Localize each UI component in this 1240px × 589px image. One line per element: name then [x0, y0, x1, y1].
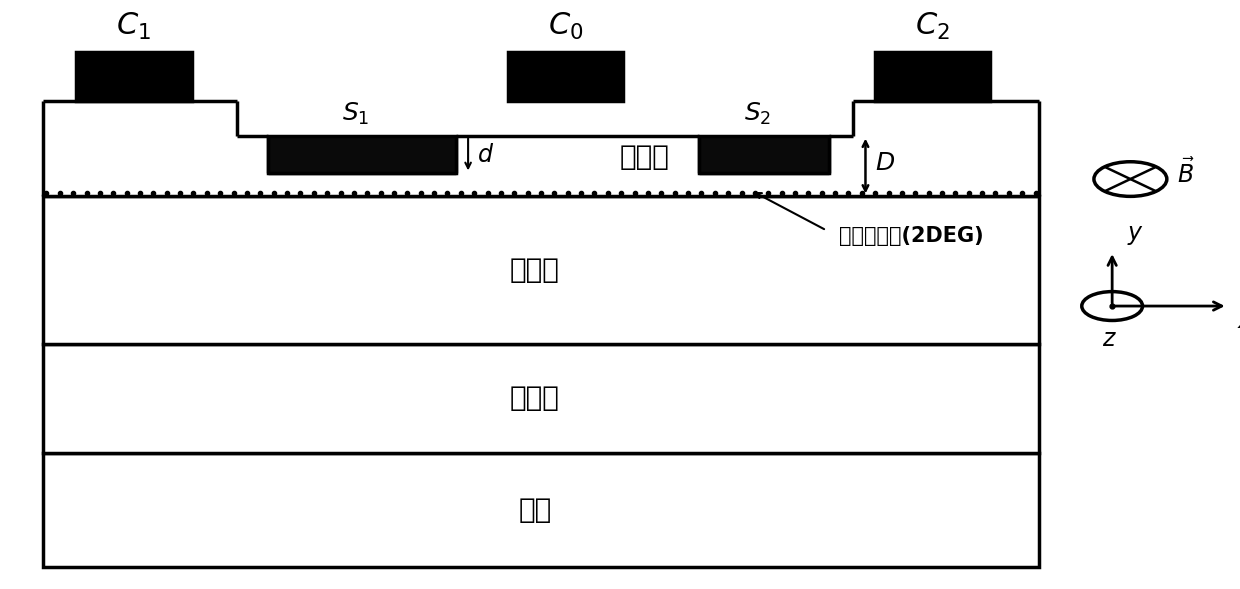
Text: $z$: $z$ — [1102, 327, 1117, 352]
Bar — [874, 52, 990, 101]
Bar — [42, 343, 1039, 454]
Text: 二维电子气(2DEG): 二维电子气(2DEG) — [838, 226, 983, 246]
Bar — [42, 101, 237, 196]
Text: $D$: $D$ — [875, 151, 895, 175]
Circle shape — [1081, 292, 1142, 320]
Bar — [853, 101, 1039, 196]
Bar — [42, 196, 1039, 343]
Text: $\vec{B}$: $\vec{B}$ — [1177, 158, 1194, 188]
Bar — [76, 52, 192, 101]
Text: 势垒层: 势垒层 — [619, 143, 670, 171]
Text: $d$: $d$ — [476, 143, 494, 167]
Text: $S_2$: $S_2$ — [744, 101, 771, 127]
Bar — [268, 136, 456, 173]
Circle shape — [1094, 162, 1167, 196]
Text: 外延层: 外延层 — [510, 256, 560, 284]
Text: $C_0$: $C_0$ — [548, 11, 583, 42]
Text: $y$: $y$ — [1127, 223, 1143, 247]
Bar — [699, 136, 830, 173]
Text: 缓冲层: 缓冲层 — [510, 385, 560, 412]
Text: 衬底: 衬底 — [518, 496, 552, 524]
Bar — [237, 136, 853, 196]
Text: $x$: $x$ — [1238, 309, 1240, 333]
Text: $C_2$: $C_2$ — [915, 11, 950, 42]
Bar — [507, 52, 622, 101]
Text: $C_1$: $C_1$ — [117, 11, 151, 42]
Bar — [42, 454, 1039, 567]
Text: $S_1$: $S_1$ — [342, 101, 370, 127]
